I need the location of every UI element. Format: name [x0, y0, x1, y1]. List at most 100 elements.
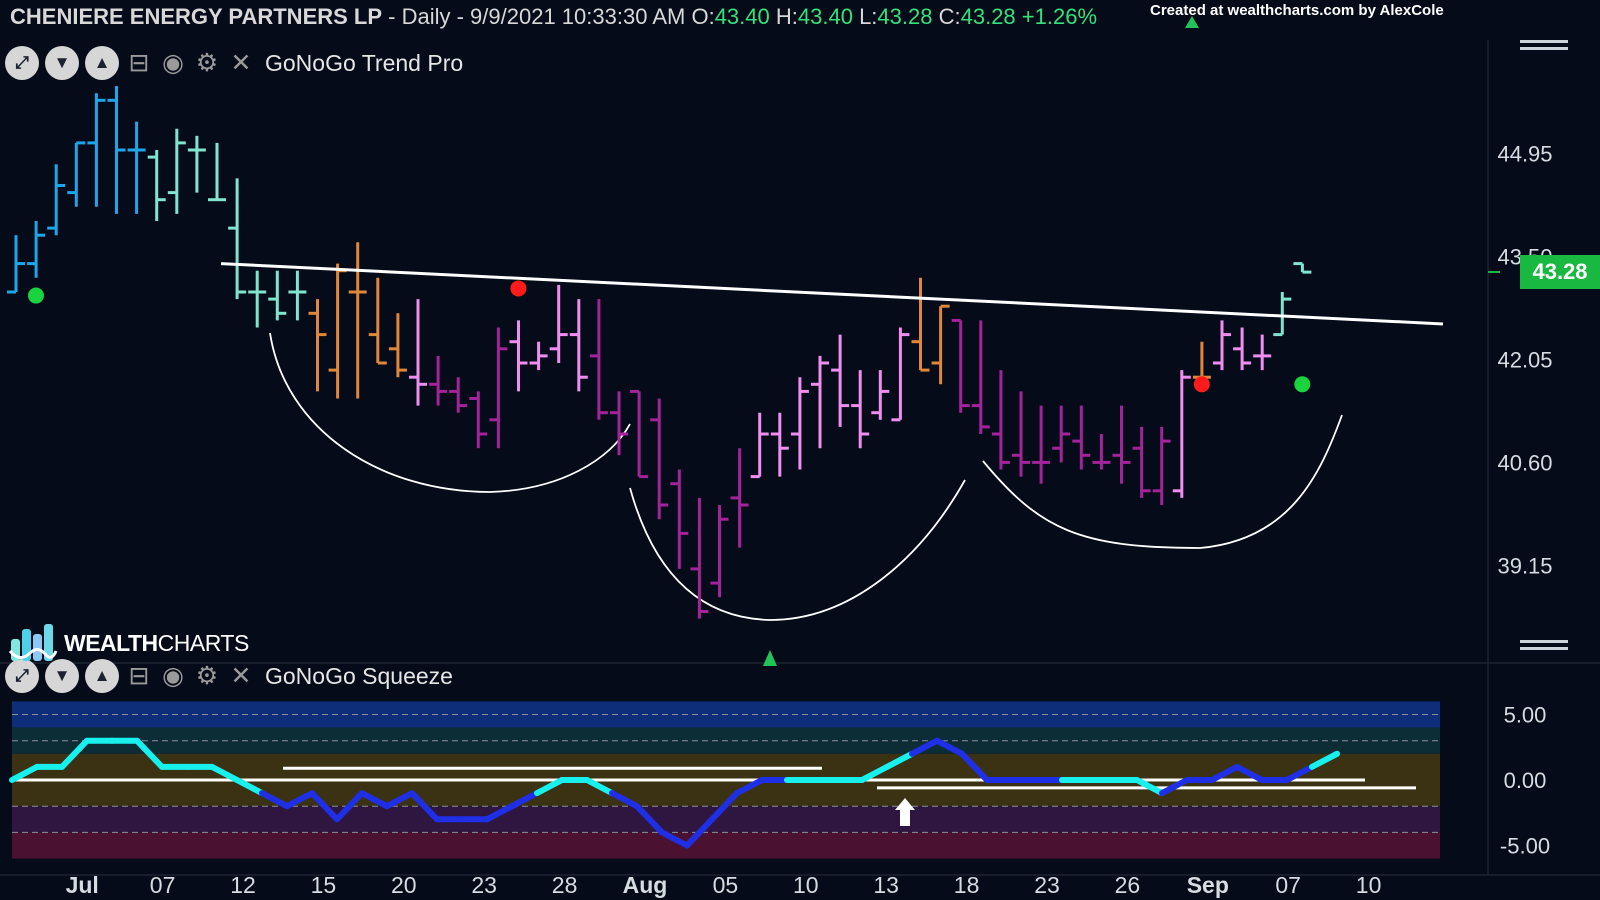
left-shoulder-curve: [269, 332, 631, 493]
x-tick-label: 05: [713, 872, 739, 898]
x-tick-label: 10: [1356, 872, 1382, 898]
squeeze-segment: [534, 777, 565, 797]
squeeze-y-tick-label: 0.00: [1504, 768, 1547, 793]
high-label: H:: [775, 4, 798, 29]
credit-text: Created at wealthcharts.com by AlexCole: [1150, 2, 1444, 19]
open-label: O:: [691, 4, 715, 29]
squeeze-segment: [259, 790, 290, 810]
squeeze-segment: [659, 829, 690, 849]
squeeze-segment: [609, 790, 640, 810]
low-label: L:: [859, 4, 878, 29]
go-arrow-icon: [763, 650, 777, 666]
squeeze-band: [12, 832, 1440, 859]
squeeze-segment: [1234, 763, 1265, 783]
squeeze-segment: [509, 790, 540, 810]
chevron-up-icon[interactable]: ▲: [85, 46, 119, 80]
x-tick-label: 18: [954, 872, 980, 898]
y-tick-label: 44.95: [1497, 142, 1552, 167]
squeeze-segment: [584, 777, 615, 797]
go-dot-marker: [28, 287, 44, 304]
neckline: [220, 262, 1444, 326]
panel-menu-icon[interactable]: [1520, 40, 1568, 54]
indicator-name: GoNoGo Squeeze: [265, 662, 453, 689]
squeeze-segment: [309, 790, 340, 823]
squeeze-panel: [9, 737, 1416, 849]
chevron-down-icon[interactable]: ▼: [45, 46, 79, 80]
squeeze-segment: [359, 790, 390, 810]
head-curve: [629, 479, 966, 621]
squeeze-y-tick-label: -5.00: [1500, 834, 1550, 859]
x-tick-label: 07: [150, 872, 176, 898]
axes: 44.9543.5042.0540.6039.155.000.00-5.00Ju…: [66, 142, 1553, 898]
close-icon[interactable]: ✕: [230, 662, 252, 690]
squeeze-segment: [634, 803, 665, 836]
squeeze-segment: [334, 790, 365, 823]
x-tick-label: Jul: [66, 872, 99, 898]
bottom-indicator-toolbar: ⤢ ▼ ▲ ⊟ ◉ ⚙ ✕ GoNoGo Squeeze: [5, 657, 453, 695]
squeeze-segment: [1159, 777, 1190, 797]
gear-icon[interactable]: ⚙: [195, 49, 219, 77]
last-price-badge: 43.28: [1520, 255, 1600, 289]
squeeze-segment: [1209, 763, 1240, 783]
logo-text-thin: CHARTS: [157, 629, 250, 656]
panel-menu-icon[interactable]: [1520, 640, 1568, 654]
x-tick-label: 07: [1275, 872, 1301, 898]
x-tick-label: 13: [873, 872, 899, 898]
minimize-icon[interactable]: ⊟: [128, 49, 150, 77]
logo-text: WEALTHCHARTS: [64, 630, 249, 657]
close-icon[interactable]: ✕: [230, 49, 252, 77]
squeeze-segment: [959, 750, 990, 783]
gear-icon[interactable]: ⚙: [195, 662, 219, 690]
signal-markers: [28, 271, 1500, 666]
go-dot-marker: [1294, 376, 1311, 393]
symbol-name: CHENIERE ENERGY PARTNERS LP: [10, 4, 383, 29]
chevron-up-icon[interactable]: ▲: [85, 659, 119, 693]
x-tick-label: 15: [311, 872, 337, 898]
y-tick-label: 42.05: [1497, 347, 1552, 372]
chevron-down-icon[interactable]: ▼: [45, 659, 79, 693]
x-tick-label: 20: [391, 872, 417, 898]
close-label: C:: [938, 4, 961, 29]
minimize-icon[interactable]: ⊟: [128, 662, 150, 690]
low-value: 43.28: [877, 4, 933, 29]
squeeze-segment: [1134, 777, 1165, 797]
high-value: 43.40: [797, 4, 853, 29]
x-tick-label: Aug: [623, 872, 668, 898]
chart-header: CHENIERE ENERGY PARTNERS LP - Daily - 9/…: [10, 4, 1097, 30]
period-label: - Daily - 9/9/2021 10:33:30 AM: [388, 4, 686, 29]
expand-icon[interactable]: ⤢: [5, 659, 39, 693]
ohlc-bars: [7, 86, 1444, 619]
squeeze-segment: [734, 777, 765, 797]
squeeze-segment: [859, 763, 890, 783]
nogo-dot-marker: [510, 280, 527, 297]
x-tick-label: 10: [793, 872, 819, 898]
squeeze-segment: [884, 750, 915, 770]
x-tick-label: 28: [552, 872, 578, 898]
logo-text-bold: WEALTH: [64, 629, 158, 656]
y-tick-label: 39.15: [1497, 553, 1552, 578]
squeeze-segment: [909, 737, 940, 757]
squeeze-segment: [384, 790, 415, 810]
squeeze-segment: [134, 737, 165, 770]
nogo-dot-marker: [1193, 376, 1210, 393]
squeeze-segment: [1284, 763, 1315, 783]
x-tick-label: 23: [471, 872, 497, 898]
squeeze-segment: [684, 816, 715, 849]
eye-icon[interactable]: ◉: [162, 662, 184, 690]
squeeze-segment: [1309, 750, 1340, 770]
x-tick-label: Sep: [1187, 872, 1229, 898]
squeeze-segment: [59, 737, 90, 770]
squeeze-segment: [9, 763, 40, 783]
x-tick-label: 12: [230, 872, 256, 898]
logo-icon: [8, 624, 58, 661]
squeeze-segment: [234, 777, 265, 797]
right-shoulder-curve: [982, 414, 1343, 549]
squeeze-segment: [209, 763, 240, 783]
squeeze-segment: [709, 790, 740, 823]
x-tick-label: 26: [1115, 872, 1141, 898]
expand-icon[interactable]: ⤢: [5, 46, 39, 80]
squeeze-y-tick-label: 5.00: [1504, 703, 1547, 728]
eye-icon[interactable]: ◉: [162, 49, 184, 77]
squeeze-segment: [409, 790, 440, 823]
